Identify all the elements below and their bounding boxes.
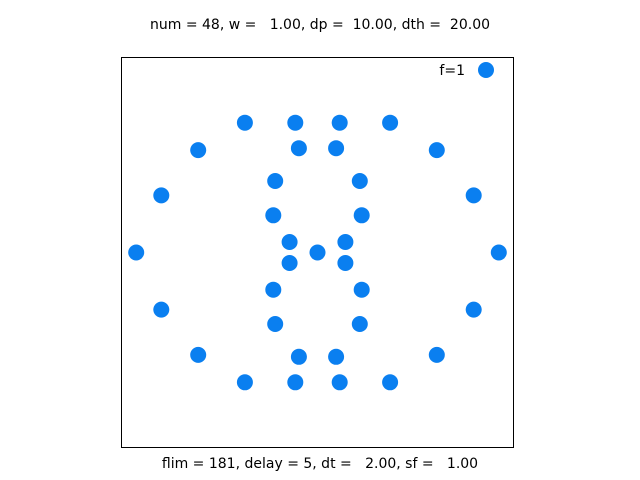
data-point bbox=[382, 114, 399, 131]
legend-marker bbox=[478, 62, 494, 78]
points-group bbox=[128, 114, 507, 391]
data-point bbox=[287, 374, 304, 391]
data-point bbox=[337, 234, 354, 250]
data-point bbox=[351, 173, 368, 189]
data-point bbox=[153, 187, 170, 204]
data-point bbox=[353, 281, 370, 298]
data-point bbox=[328, 140, 345, 157]
data-point bbox=[331, 374, 348, 391]
data-point bbox=[290, 348, 307, 365]
data-point bbox=[287, 114, 304, 131]
data-point bbox=[128, 244, 145, 261]
data-point bbox=[236, 374, 253, 391]
data-point bbox=[428, 346, 445, 363]
data-point bbox=[236, 114, 253, 131]
data-point bbox=[290, 140, 307, 157]
data-point bbox=[267, 316, 284, 332]
data-point bbox=[267, 173, 284, 189]
data-point bbox=[337, 255, 354, 271]
data-point bbox=[309, 244, 326, 261]
chart-caption: flim = 181, delay = 5, dt = 2.00, sf = 1… bbox=[161, 456, 479, 472]
legend: f=1 bbox=[439, 62, 494, 79]
chart-title: num = 48, w = 1.00, dp = 10.00, dth = 20… bbox=[149, 17, 491, 33]
data-point bbox=[490, 244, 507, 261]
data-point bbox=[190, 142, 207, 159]
data-point bbox=[465, 301, 482, 318]
data-point bbox=[428, 142, 445, 159]
data-point bbox=[265, 207, 282, 224]
data-point bbox=[265, 281, 282, 298]
plot-frame bbox=[121, 57, 514, 448]
data-point bbox=[153, 301, 170, 318]
data-point bbox=[190, 346, 207, 363]
data-point bbox=[331, 114, 348, 131]
data-point bbox=[351, 316, 368, 332]
data-point bbox=[281, 255, 298, 271]
data-point bbox=[465, 187, 482, 204]
data-point bbox=[328, 348, 345, 365]
data-point bbox=[281, 234, 298, 250]
legend-label: f=1 bbox=[439, 63, 465, 79]
data-point bbox=[382, 374, 399, 391]
data-point bbox=[353, 207, 370, 224]
